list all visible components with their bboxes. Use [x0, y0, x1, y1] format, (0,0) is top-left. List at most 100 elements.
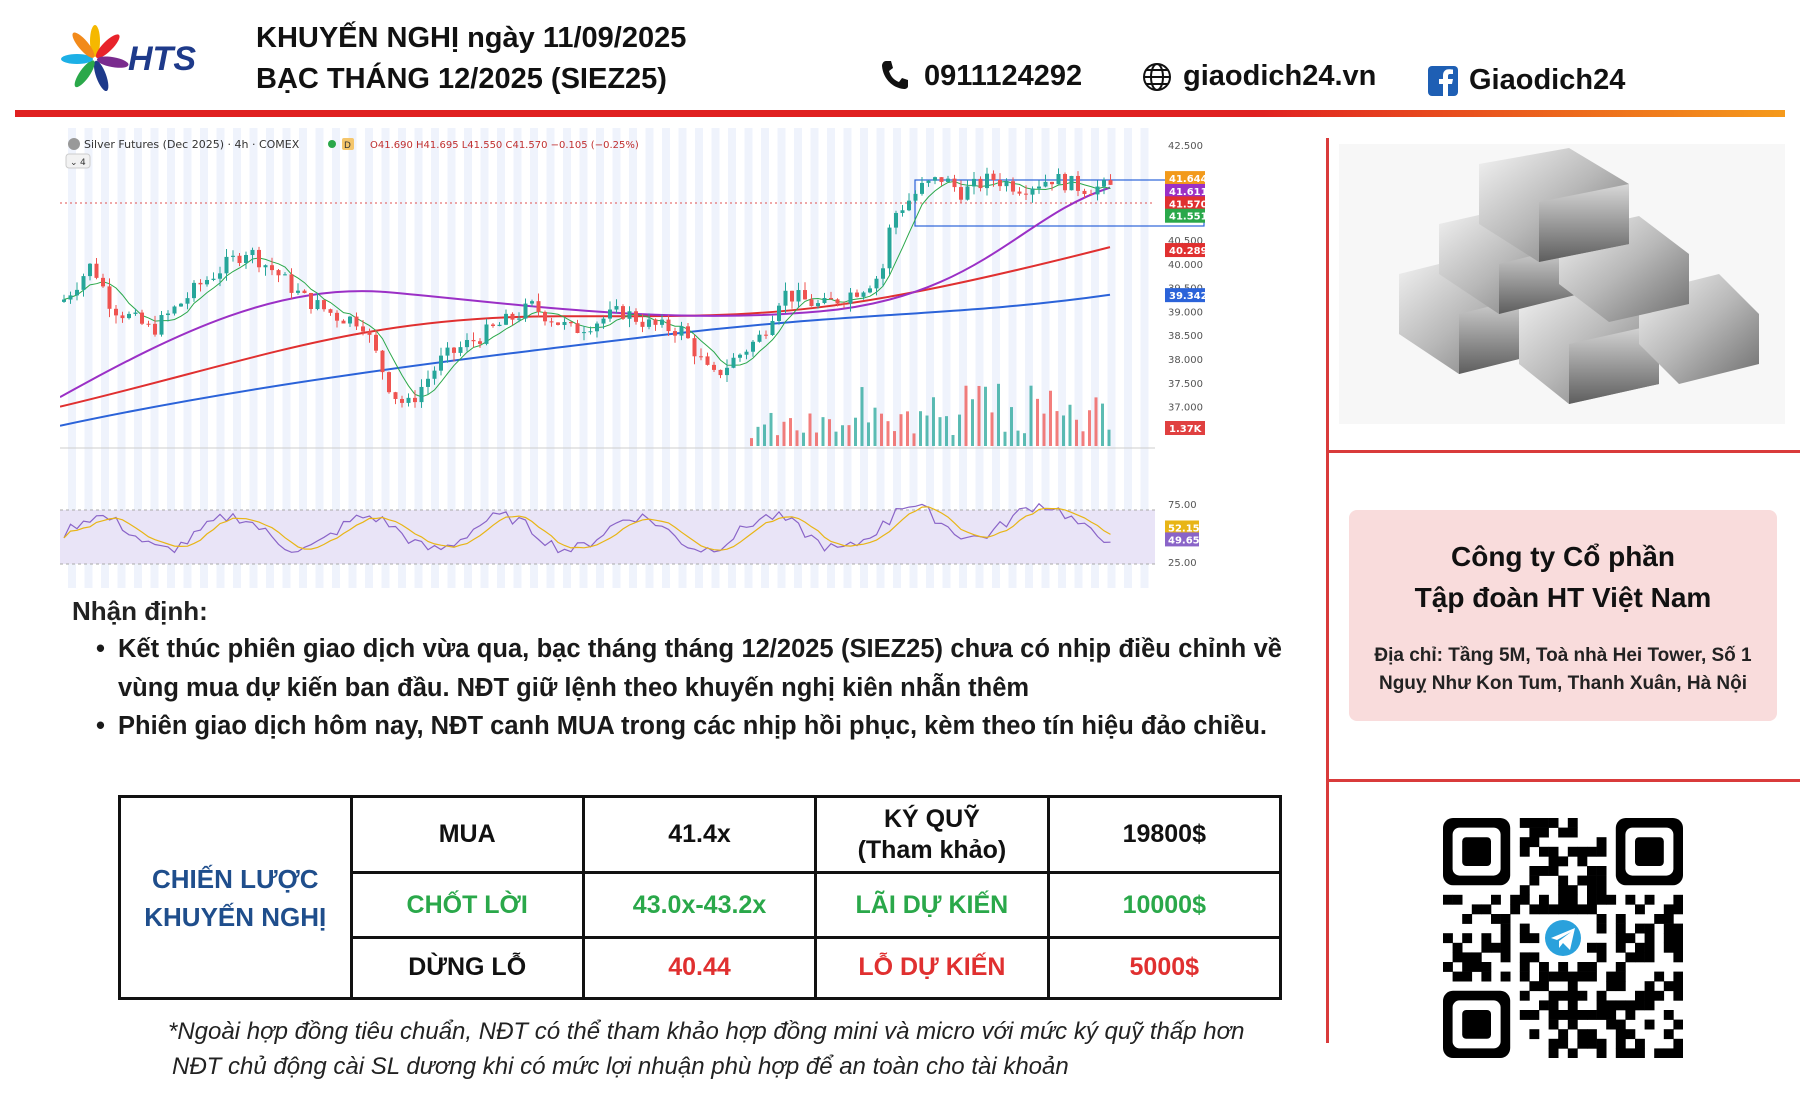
qr-module: [1539, 962, 1549, 972]
qr-module: [1663, 923, 1674, 934]
volume-bar: [782, 421, 786, 446]
session-stripe: [992, 128, 1000, 588]
candle-body: [874, 278, 879, 289]
qr-module: [1635, 1038, 1645, 1049]
session-stripe: [959, 128, 967, 588]
qr-module: [1452, 952, 1463, 963]
candle-body: [653, 319, 658, 325]
qr-module: [1539, 818, 1549, 828]
analysis-heading: Nhận định:: [72, 596, 208, 626]
candle-body: [991, 173, 996, 181]
qr-module: [1548, 904, 1559, 915]
volume-bar: [899, 414, 903, 446]
qr-module: [1539, 866, 1549, 876]
qr-module: [1452, 942, 1463, 953]
chart-session-stripes: [68, 128, 1149, 588]
qr-module: [1663, 914, 1674, 924]
candle-body: [172, 306, 177, 314]
candle-body: [198, 282, 203, 285]
qr-module: [1615, 933, 1626, 944]
volume-bar: [984, 386, 987, 446]
ma-blue-line: [59, 293, 1111, 427]
candle-body: [237, 255, 242, 264]
qr-module: [1587, 866, 1597, 876]
volume-bar: [756, 426, 760, 446]
volume-bar: [1101, 403, 1104, 446]
session-stripe: [233, 128, 241, 588]
phone-number[interactable]: 0911124292: [924, 60, 1083, 92]
qr-module: [1644, 990, 1655, 1001]
qr-module: [1567, 1000, 1578, 1011]
qr-module: [1615, 914, 1626, 924]
session-stripe: [216, 128, 225, 588]
qr-module: [1635, 952, 1645, 963]
volume-bar: [893, 431, 896, 446]
facebook-link[interactable]: Giaodich24: [1469, 64, 1626, 96]
qr-module: [1625, 894, 1636, 905]
candle-body: [315, 300, 320, 310]
qr-module: [1625, 952, 1636, 963]
session-stripe: [315, 128, 324, 588]
volume-bar: [1010, 407, 1013, 446]
candle-body: [387, 372, 391, 393]
price-tag: [1165, 288, 1205, 303]
qr-module: [1519, 818, 1530, 828]
qr-module: [1596, 885, 1607, 896]
candle-body: [257, 249, 261, 268]
qr-module: [1644, 894, 1655, 905]
qr-module: [1644, 981, 1655, 992]
volume-bar: [1036, 398, 1039, 446]
candle-body: [159, 315, 164, 335]
qr-module: [1519, 1010, 1530, 1020]
qr-module: [1644, 933, 1655, 944]
qr-module: [1443, 933, 1453, 944]
candle-body: [718, 369, 723, 376]
website-link[interactable]: giaodich24.vn: [1183, 60, 1377, 92]
company-address-line-1: Địa chỉ: Tầng 5M, Toà nhà Hei Tower, Số …: [1374, 645, 1752, 666]
session-stripe: [447, 128, 456, 588]
qr-module: [1663, 981, 1674, 992]
candle-body: [790, 290, 794, 302]
qr-module: [1587, 1029, 1597, 1040]
qr-module: [1577, 962, 1588, 972]
volume-bar: [789, 418, 792, 446]
qr-module: [1539, 846, 1549, 857]
volume-bar: [1088, 410, 1091, 446]
expected-profit-label: LÃI DỰ KIẾN: [814, 871, 1050, 939]
qr-module: [1625, 1048, 1636, 1059]
qr-module: [1596, 990, 1607, 1001]
candle-body: [491, 324, 495, 327]
qr-code-icon[interactable]: [1443, 818, 1684, 1059]
company-address-line-2: Nguỵ Như Kon Tum, Thanh Xuân, Hà Nội: [1378, 673, 1748, 694]
candle-body: [640, 321, 645, 327]
qr-module: [1596, 894, 1607, 905]
volume-bar: [880, 413, 883, 446]
qr-module: [1596, 1048, 1607, 1059]
volume-bar: [1068, 404, 1072, 446]
candle-body: [380, 350, 385, 373]
candle-body: [595, 323, 599, 332]
osc-tag-label: 49.65: [1168, 535, 1200, 546]
candle-body: [530, 301, 534, 304]
session-stripe: [926, 128, 934, 588]
candle-body: [348, 316, 352, 324]
session-stripe: [744, 128, 753, 588]
volume-bar: [763, 424, 766, 446]
qr-module: [1558, 1010, 1569, 1020]
session-stripe: [200, 128, 208, 588]
qr-module: [1558, 1038, 1569, 1049]
qr-module: [1596, 846, 1607, 857]
qr-module: [1519, 837, 1530, 848]
session-stripe: [365, 128, 373, 588]
session-stripe: [1107, 128, 1116, 588]
qr-module: [1500, 914, 1511, 924]
session-stripe: [1140, 128, 1149, 588]
note-line-1: *Ngoài hợp đồng tiêu chuẩn, NĐT có thể t…: [168, 1018, 1245, 1045]
qr-module: [1567, 818, 1578, 828]
expected-loss-label: LỖ DỰ KIẾN: [814, 935, 1050, 1001]
phone-icon: [880, 59, 908, 91]
qr-module: [1663, 904, 1674, 915]
candle-body: [153, 323, 157, 335]
volume-bar: [1049, 390, 1052, 446]
candle-body: [959, 187, 963, 200]
